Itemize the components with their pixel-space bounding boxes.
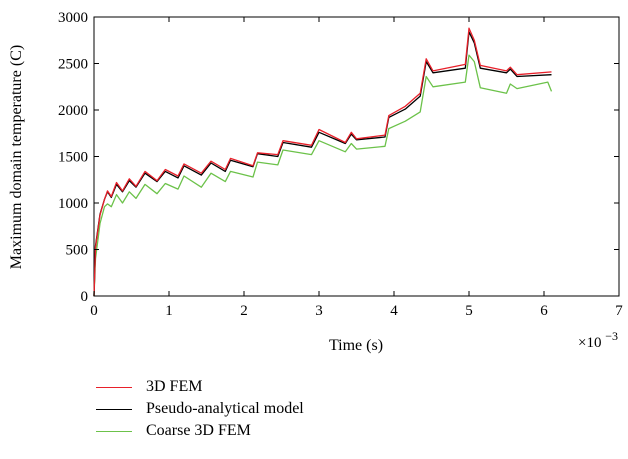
legend-swatch — [96, 408, 132, 410]
series-line-coarse-3d-fem — [93, 54, 553, 297]
plot-area — [93, 16, 620, 297]
x-tick-label: 4 — [390, 303, 398, 319]
y-tick-label: 1500 — [58, 150, 88, 166]
series-line-3d-fem — [93, 27, 552, 297]
legend: 3D FEM Pseudo-analytical model Coarse 3D F… — [96, 376, 304, 442]
x-axis-label: Time (s) — [329, 337, 383, 354]
y-axis-label: Maximum domain temperature (C) — [8, 45, 25, 269]
x-tick-label: 3 — [315, 303, 323, 319]
y-tick-label: 2000 — [58, 103, 88, 119]
y-tick-label: 500 — [66, 243, 89, 259]
legend-label: 3D FEM — [146, 378, 203, 395]
x-axis-multiplier-exponent: −3 — [605, 329, 618, 343]
x-tick-label: 6 — [540, 303, 548, 319]
legend-label: Pseudo-analytical model — [146, 400, 304, 417]
legend-swatch — [96, 386, 132, 388]
x-tick-label: 1 — [165, 303, 173, 319]
legend-swatch — [96, 430, 132, 432]
series-layer — [93, 27, 553, 297]
y-tick-label: 3000 — [58, 10, 88, 26]
legend-item: Coarse 3D FEM — [96, 420, 304, 442]
y-tick-label: 2500 — [58, 57, 88, 73]
x-tick-label: 7 — [615, 303, 623, 319]
x-tick-label: 0 — [90, 303, 98, 319]
series-line-pseudo-analytical-model — [93, 31, 552, 297]
legend-item: 3D FEM — [96, 376, 304, 398]
ticks-layer: 0 1 2 3 4 5 6 7 0 500 1000 1500 2000 2500 3000 — [58, 10, 623, 319]
legend-item: Pseudo-analytical model — [96, 398, 304, 420]
x-axis-multiplier-base: ×10 — [578, 335, 601, 351]
x-tick-label: 5 — [465, 303, 473, 319]
legend-label: Coarse 3D FEM — [146, 422, 251, 439]
y-tick-label: 0 — [81, 289, 89, 305]
x-tick-label: 2 — [240, 303, 248, 319]
x-axis-multiplier: ×10 −3 — [578, 329, 618, 351]
plot-frame — [93, 16, 620, 297]
y-tick-label: 1000 — [58, 196, 88, 212]
